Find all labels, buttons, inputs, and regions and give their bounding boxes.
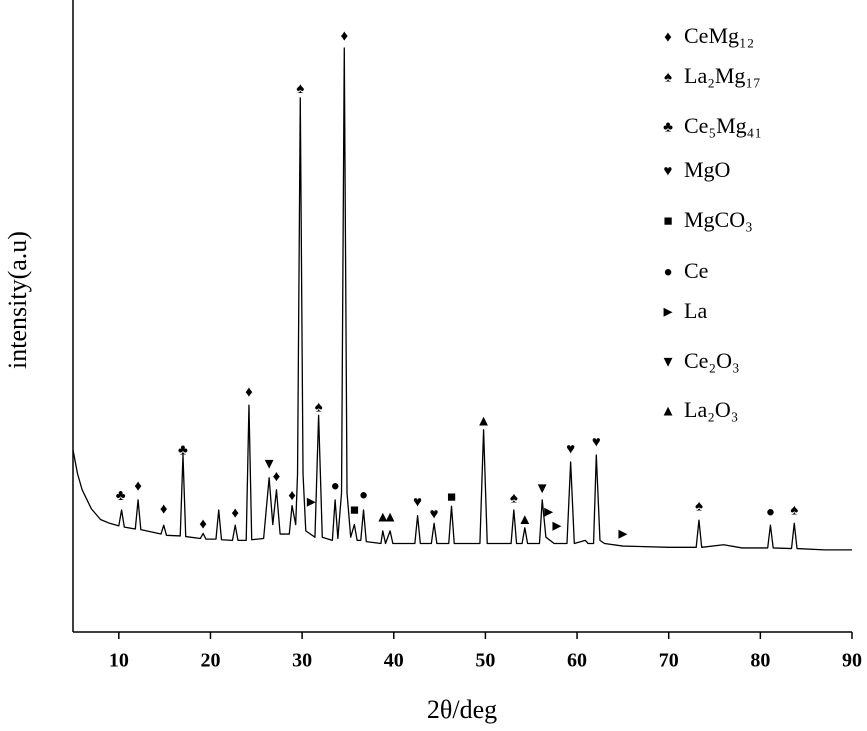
peak-marker: ♦ <box>231 505 239 521</box>
peak-marker: ♥ <box>413 495 422 511</box>
x-tick-label: 80 <box>750 650 770 672</box>
peak-marker: ● <box>359 488 368 504</box>
x-tick-label: 50 <box>475 650 495 672</box>
legend-label: CeMg₁₂ <box>684 23 754 48</box>
legend-symbol: ♠ <box>664 69 672 85</box>
peak-marker: ♥ <box>430 507 439 523</box>
legend-label: La <box>684 298 707 323</box>
x-tick-label: 40 <box>384 650 404 672</box>
legend-label: La₂O₃ <box>684 397 738 422</box>
x-axis-title: 2θ/deg <box>427 695 497 724</box>
legend-label: MgO <box>684 157 730 182</box>
legend-label: Ce₅Mg₄₁ <box>684 113 762 138</box>
peak-marker: ► <box>541 505 556 521</box>
peak-marker: ► <box>549 519 564 535</box>
x-tick-label: 60 <box>567 650 587 672</box>
peak-marker: ♦ <box>288 488 296 504</box>
legend-label: Ce <box>684 258 708 283</box>
legend-symbol: ■ <box>663 213 672 229</box>
peak-marker: ▼ <box>535 481 550 497</box>
legend-label: Ce₂O₃ <box>684 348 740 373</box>
legend-symbol: ▼ <box>661 354 676 370</box>
peak-marker: ▲ <box>476 414 491 430</box>
peak-marker: ♠ <box>790 503 798 519</box>
peak-marker: ♦ <box>340 29 348 45</box>
peak-marker: ♦ <box>160 501 168 517</box>
peak-marker: ♥ <box>592 434 601 450</box>
legend-symbol: ▲ <box>661 403 676 419</box>
peak-marker: ▲ <box>517 512 532 528</box>
peak-marker: ♦ <box>199 517 207 533</box>
y-axis-title: intensity(a.u) <box>3 231 32 369</box>
peak-marker: ♣ <box>178 443 188 459</box>
peak-marker: ♠ <box>296 81 304 97</box>
peak-marker: ♦ <box>245 385 253 401</box>
x-tick-label: 90 <box>842 650 862 672</box>
peak-marker: ▲ <box>383 510 398 526</box>
peak-marker: ▼ <box>262 457 277 473</box>
peak-marker: ♦ <box>134 479 142 495</box>
legend-label: La₂Mg₁₇ <box>684 63 761 88</box>
peak-marker: ♠ <box>695 498 703 514</box>
peak-marker: ► <box>615 527 630 543</box>
legend-symbol: ► <box>661 304 676 320</box>
peak-marker: ♥ <box>566 441 575 457</box>
legend-symbol: ♣ <box>663 119 673 135</box>
legend-symbol: ♥ <box>664 163 673 179</box>
peak-marker: ♣ <box>116 488 126 504</box>
peak-marker: ♦ <box>273 469 281 485</box>
peak-marker: ♠ <box>315 400 323 416</box>
peak-marker: ♠ <box>510 491 518 507</box>
peak-marker: ▲ <box>375 510 390 526</box>
peak-marker: ● <box>331 479 340 495</box>
legend-symbol: ● <box>663 264 672 280</box>
legend-symbol: ♦ <box>664 29 672 45</box>
x-tick-label: 30 <box>292 650 312 672</box>
x-tick-label: 10 <box>109 650 129 672</box>
peak-marker: ■ <box>350 503 359 519</box>
peak-marker: ■ <box>447 489 456 505</box>
peak-marker: ● <box>766 505 775 521</box>
x-tick-label: 20 <box>200 650 220 672</box>
legend-label: MgCO₃ <box>684 207 753 232</box>
xrd-line <box>72 47 852 551</box>
x-tick-label: 70 <box>659 650 679 672</box>
peak-marker: ► <box>304 495 319 511</box>
